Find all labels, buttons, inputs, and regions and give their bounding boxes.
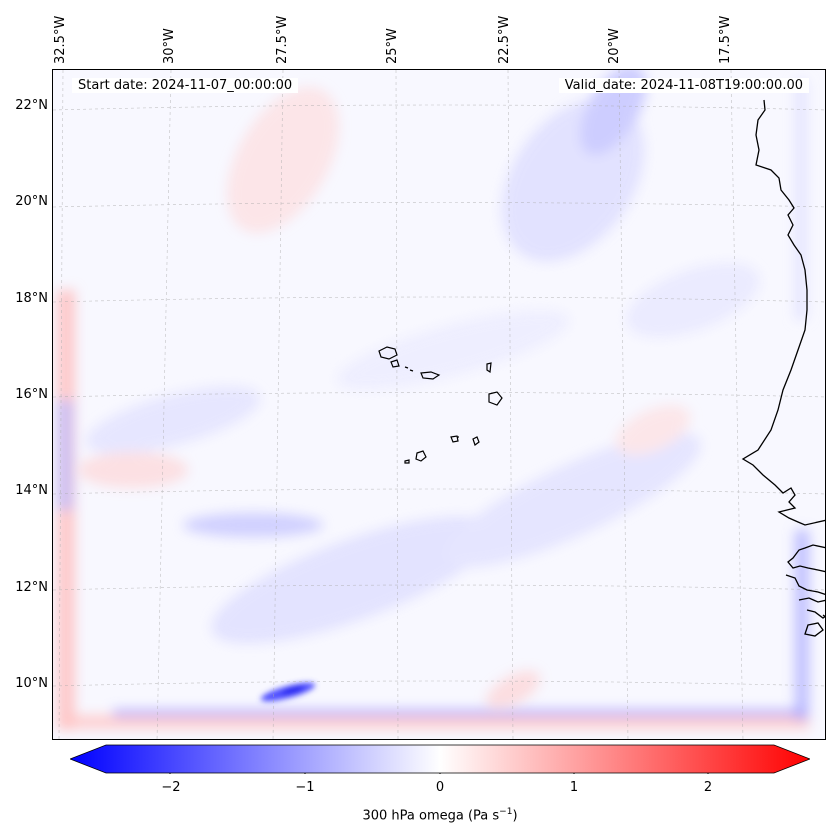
lat-label: 20°N (15, 194, 48, 209)
omega-field-map (53, 70, 825, 739)
start-date-label: Start date: 2024-11-07_00:00:00 (72, 78, 299, 93)
african-coastline-south (785, 544, 825, 637)
lon-label: 20°W (607, 28, 622, 64)
lon-label: 25°W (385, 28, 400, 64)
colorbar-label: 300 hPa omega (Pa s−1) (362, 807, 518, 824)
lon-label: 22.5°W (497, 15, 512, 64)
valid-date-label: Valid_date: 2024-11-08T19:00:00.00 (558, 78, 809, 93)
lat-label: 14°N (15, 483, 48, 498)
african-coastline (741, 99, 825, 526)
lat-label: 12°N (15, 580, 48, 595)
boundary-artifacts (57, 80, 809, 730)
colorbar-tick: −1 (295, 780, 315, 795)
lat-label: 10°N (15, 676, 48, 691)
map-plot-area (52, 69, 826, 740)
colorbar-tick: 2 (703, 780, 713, 795)
lon-label: 17.5°W (718, 15, 733, 64)
colorbar (68, 744, 812, 777)
colorbar-tick: 1 (569, 780, 579, 795)
colorbar-tick: −2 (161, 780, 181, 795)
lat-label: 22°N (15, 98, 48, 113)
lon-label: 30°W (162, 28, 177, 64)
cape-verde-islands (378, 346, 503, 464)
gridlines (53, 70, 825, 739)
lon-label: 32.5°W (53, 15, 68, 64)
strong-updraft (260, 682, 316, 702)
lat-label: 18°N (15, 291, 48, 306)
colorbar-tick: 0 (435, 780, 445, 795)
field-patterns (78, 70, 760, 710)
colorbar-gradient (68, 744, 812, 777)
lat-label: 16°N (15, 387, 48, 402)
lon-label: 27.5°W (275, 15, 290, 64)
